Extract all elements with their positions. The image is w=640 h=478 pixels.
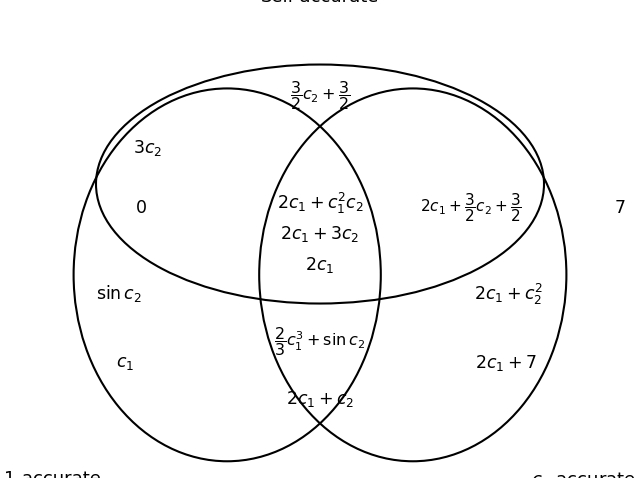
Text: 1-accurate: 1-accurate [4, 470, 101, 478]
Text: $0$: $0$ [135, 199, 147, 217]
Text: $\sin c_2$: $\sin c_2$ [95, 283, 141, 304]
Text: Self-accurate: Self-accurate [261, 0, 379, 6]
Text: $2c_1 + c_1^2 c_2$: $2c_1 + c_1^2 c_2$ [276, 191, 364, 216]
Text: $\dfrac{2}{3}c_1^3 + \sin c_2$: $\dfrac{2}{3}c_1^3 + \sin c_2$ [275, 325, 365, 358]
Text: $2c_1 + c_2$: $2c_1 + c_2$ [286, 389, 354, 409]
Text: $7$: $7$ [614, 199, 625, 217]
Text: $2c_1 + \dfrac{3}{2}c_2 + \dfrac{3}{2}$: $2c_1 + \dfrac{3}{2}c_2 + \dfrac{3}{2}$ [420, 192, 521, 224]
Text: $c_1$: $c_1$ [116, 354, 134, 372]
Text: $2c_1 + 7$: $2c_1 + 7$ [475, 353, 536, 373]
Text: $2c_1 + 3c_2$: $2c_1 + 3c_2$ [280, 224, 360, 244]
Text: $c_1$-accurate: $c_1$-accurate [531, 470, 636, 478]
Text: $\dfrac{3}{2}c_2 + \dfrac{3}{2}$: $\dfrac{3}{2}c_2 + \dfrac{3}{2}$ [290, 79, 350, 112]
Text: $3c_2$: $3c_2$ [132, 138, 162, 158]
Text: $2c_1$: $2c_1$ [305, 255, 335, 275]
Text: $2c_1 + c_2^2$: $2c_1 + c_2^2$ [474, 282, 543, 306]
